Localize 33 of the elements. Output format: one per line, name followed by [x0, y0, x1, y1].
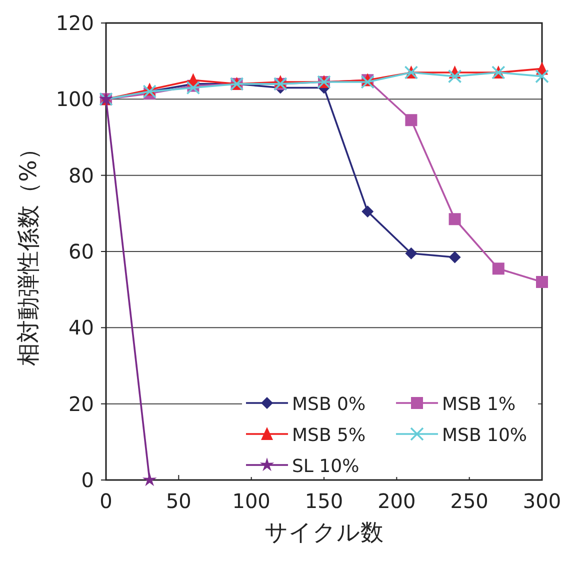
- legend-label: MSB 0%: [292, 394, 366, 415]
- legend-label: SL 10%: [292, 456, 360, 477]
- x-tick-label: 300: [522, 489, 562, 513]
- x-tick-label: 100: [232, 489, 270, 513]
- point: [405, 114, 418, 126]
- x-tick-label: 50: [166, 489, 192, 513]
- point: [492, 262, 504, 275]
- legend-label: MSB 10%: [442, 425, 528, 446]
- y-tick-label: 80: [68, 163, 94, 188]
- point: [362, 206, 374, 218]
- x-tick-label: 250: [450, 489, 488, 513]
- x-tick-label: 0: [100, 489, 112, 513]
- point: [448, 251, 461, 264]
- point: [448, 69, 462, 84]
- y-tick-label: 0: [81, 468, 94, 492]
- legend-label: MSB 1%: [442, 394, 516, 415]
- point: [186, 80, 200, 95]
- point: [405, 247, 418, 260]
- y-tick-label: 120: [56, 11, 94, 35]
- point: [536, 276, 548, 288]
- x-tick-label: 150: [304, 489, 344, 513]
- y-tick-label: 100: [56, 87, 94, 112]
- y-tick-label: 60: [68, 240, 94, 264]
- point: [142, 472, 157, 486]
- x-axis-title: サイクル数: [264, 520, 384, 546]
- point: [448, 213, 461, 226]
- point: [360, 75, 374, 89]
- y-tick-label: 20: [68, 392, 94, 416]
- y-axis-title: 相対動弾性係数（%）: [16, 137, 42, 366]
- point: [535, 69, 549, 84]
- y-tick-label: 40: [68, 316, 94, 340]
- x-tick-label: 200: [378, 489, 416, 513]
- legend-label: MSB 5%: [292, 425, 366, 446]
